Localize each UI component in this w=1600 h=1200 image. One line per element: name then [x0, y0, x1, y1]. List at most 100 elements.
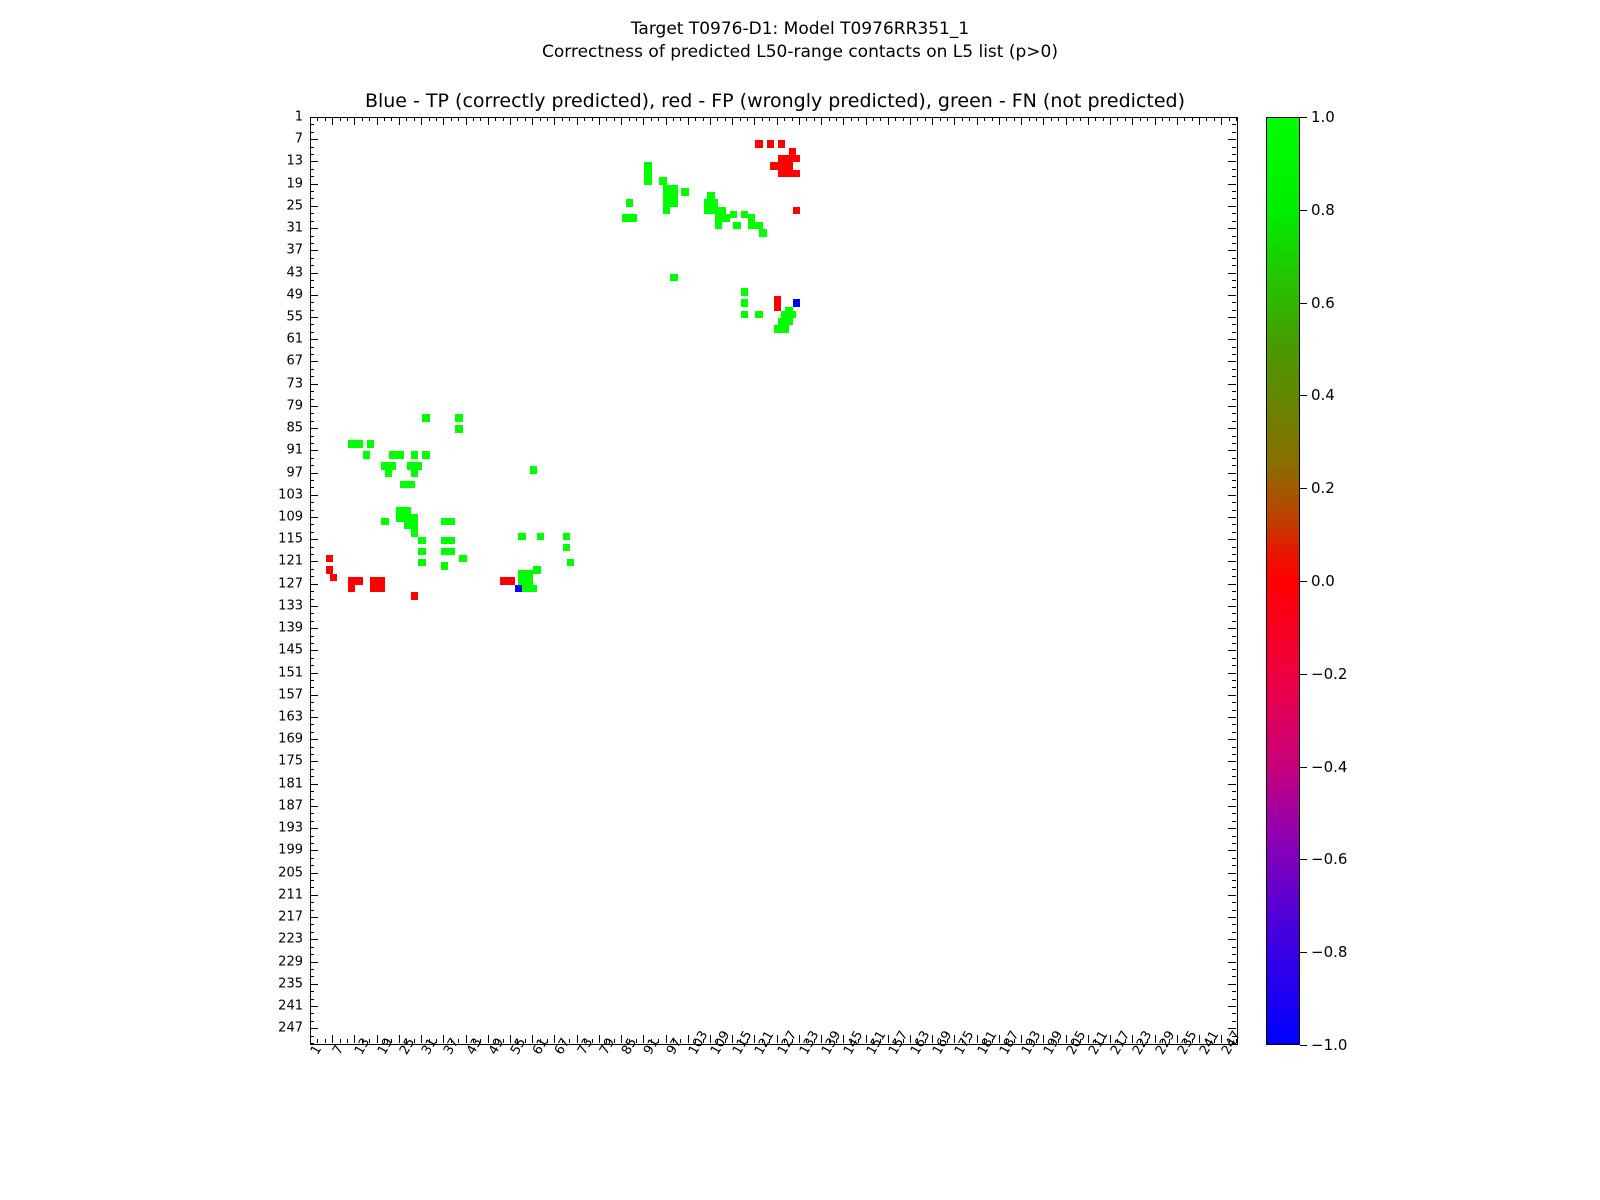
- contact-cell-fn: [748, 221, 756, 230]
- colorbar-tick-labels: 1.0 0.8 0.6 0.4 0.2 0.0 −0.2 −0.4 −0.6 −0.8 −1.0: [1300, 108, 1360, 1054]
- x-minor-tick: [658, 1039, 660, 1043]
- y-minor-tick: [310, 620, 314, 622]
- y-minor-tick: [310, 391, 314, 393]
- y-minor-tick-right: [1232, 976, 1236, 978]
- x-minor-tick-top: [991, 117, 993, 121]
- y-minor-tick: [310, 798, 314, 800]
- y-major-tick: [310, 717, 318, 719]
- contact-cell-fp: [411, 592, 419, 600]
- colorbar-tick-mark: [1300, 581, 1307, 582]
- y-tick-label: 229: [278, 954, 303, 969]
- y-minor-tick: [310, 909, 314, 911]
- x-minor-tick: [798, 1039, 800, 1043]
- y-minor-tick-right: [1232, 279, 1236, 281]
- contact-cell-fn: [411, 469, 419, 478]
- x-minor-tick-top: [917, 117, 919, 121]
- y-minor-tick: [310, 354, 314, 356]
- y-minor-tick: [310, 939, 314, 941]
- colorbar-tick-label: −0.6: [1311, 850, 1348, 869]
- y-tick-label: 13: [286, 153, 303, 169]
- y-minor-tick: [310, 857, 314, 859]
- y-minor-tick-right: [1232, 442, 1236, 444]
- x-minor-tick-top: [495, 117, 497, 121]
- x-major-tick-top: [643, 117, 645, 125]
- x-minor-tick-top: [687, 117, 689, 121]
- contact-cell-fp: [777, 162, 786, 170]
- contact-cell-fp: [348, 584, 356, 593]
- x-minor-tick: [702, 1039, 704, 1043]
- y-minor-tick-right: [1232, 613, 1236, 615]
- y-minor-tick-right: [1232, 917, 1236, 919]
- x-minor-tick-top: [510, 117, 512, 121]
- contact-cell-fn: [703, 199, 712, 207]
- y-minor-tick-right: [1232, 768, 1236, 770]
- y-major-tick: [310, 117, 318, 118]
- contact-cell-fn: [659, 177, 667, 185]
- contact-cell-fp: [770, 162, 778, 170]
- y-minor-tick: [310, 524, 314, 526]
- contact-cell-fp: [507, 577, 515, 585]
- x-minor-tick: [761, 1039, 763, 1043]
- y-minor-tick: [310, 835, 314, 837]
- x-minor-tick-top: [828, 117, 830, 121]
- x-minor-tick: [1117, 1039, 1119, 1043]
- x-minor-tick-top: [398, 117, 400, 121]
- x-minor-tick-top: [976, 117, 978, 121]
- x-major-tick-top: [1110, 117, 1112, 125]
- y-tick-label: 175: [278, 753, 303, 769]
- y-minor-tick: [310, 687, 314, 689]
- x-minor-tick: [1043, 1039, 1045, 1043]
- x-minor-tick-top: [561, 117, 563, 121]
- y-minor-tick-right: [1232, 568, 1236, 570]
- y-major-tick: [310, 805, 318, 807]
- x-minor-tick: [428, 1039, 430, 1043]
- y-minor-tick: [310, 924, 314, 926]
- y-minor-tick: [310, 339, 314, 341]
- y-tick-label: 157: [278, 687, 303, 703]
- y-minor-tick: [310, 154, 314, 156]
- x-minor-tick: [524, 1039, 526, 1043]
- y-minor-tick-right: [1232, 939, 1236, 941]
- y-major-tick: [310, 1005, 318, 1007]
- y-minor-tick: [310, 1028, 314, 1030]
- y-minor-tick-right: [1232, 124, 1236, 126]
- y-minor-tick-right: [1232, 835, 1236, 837]
- y-minor-tick-right: [1232, 479, 1236, 481]
- x-minor-tick-top: [413, 117, 415, 121]
- y-minor-tick: [310, 813, 314, 815]
- y-minor-tick-right: [1232, 842, 1236, 844]
- contact-cell-fn: [662, 199, 671, 207]
- y-minor-tick: [310, 561, 314, 563]
- x-minor-tick: [398, 1039, 400, 1043]
- contact-cell-fn: [644, 162, 652, 170]
- y-tick-label: 217: [278, 909, 303, 925]
- contact-cell-fn: [748, 214, 756, 222]
- x-major-tick-top: [1065, 117, 1067, 125]
- y-minor-tick-right: [1232, 391, 1236, 393]
- y-major-tick: [310, 428, 318, 430]
- y-tick-label: 7: [294, 131, 303, 147]
- x-minor-tick: [310, 1039, 311, 1043]
- y-minor-tick-right: [1232, 605, 1236, 607]
- contact-cell-fn: [711, 199, 719, 207]
- y-minor-tick: [310, 124, 314, 126]
- x-minor-tick-top: [702, 117, 704, 121]
- y-minor-tick-right: [1232, 205, 1236, 207]
- y-minor-tick: [310, 805, 314, 807]
- x-minor-tick: [828, 1039, 830, 1043]
- x-minor-tick: [880, 1039, 882, 1043]
- contact-cell-fp: [774, 295, 782, 304]
- x-tick-label: 7: [330, 1042, 348, 1058]
- x-minor-tick: [1087, 1039, 1089, 1043]
- x-minor-tick-top: [458, 117, 460, 121]
- x-major-tick-top: [887, 117, 889, 125]
- y-minor-tick-right: [1232, 902, 1236, 904]
- y-minor-tick: [310, 420, 314, 422]
- y-minor-tick-right: [1232, 235, 1236, 237]
- y-minor-tick: [310, 287, 314, 289]
- x-minor-tick: [406, 1039, 408, 1043]
- contact-cell-fp: [325, 555, 334, 563]
- y-major-tick: [310, 561, 318, 563]
- y-axis-major-ticks: [310, 117, 320, 1043]
- x-minor-tick-top: [369, 117, 371, 121]
